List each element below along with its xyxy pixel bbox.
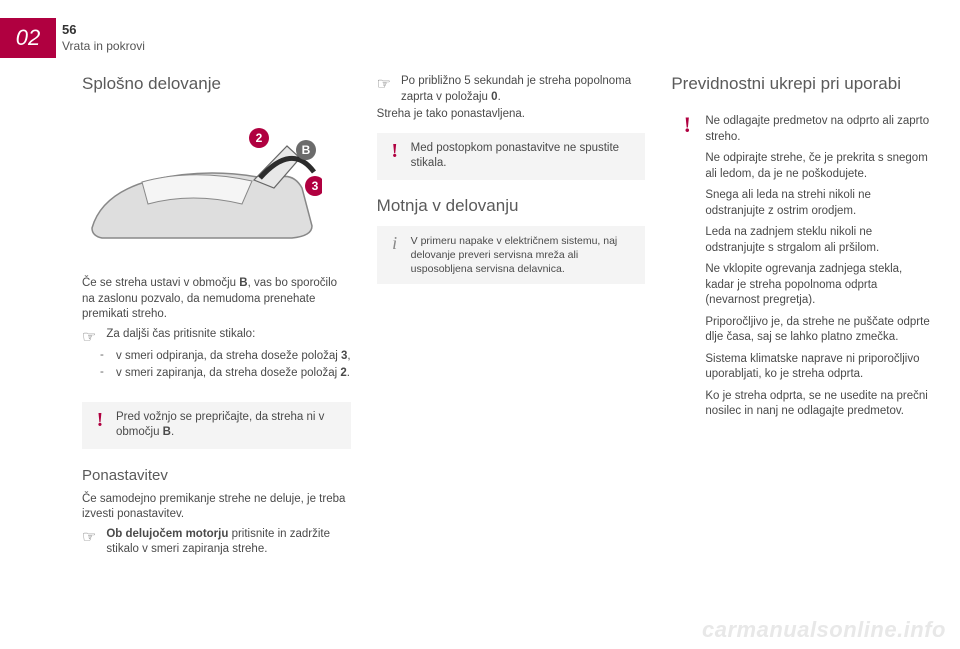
- column-3: Previdnostni ukrepi pri uporabi ! Ne odl…: [671, 74, 940, 560]
- dash-row: - v smeri odpiranja, da streha doseže po…: [100, 349, 351, 365]
- warning-icon: !: [679, 114, 695, 136]
- bullet-row: ☞ Po približno 5 sekundah je streha popo…: [377, 74, 646, 105]
- col1-subheading: Ponastavitev: [82, 467, 351, 484]
- bullet-text: Ob delujočem motorju pritisnite in zadrž…: [106, 527, 350, 558]
- col2-p1: Streha je tako ponastavljena.: [377, 107, 646, 123]
- bullet-text: Po približno 5 sekundah je streha popoln…: [401, 74, 645, 105]
- warn-p6: Priporočljivo je, da strehe ne puščate o…: [705, 315, 932, 346]
- bullet-row: ☞ Ob delujočem motorju pritisnite in zad…: [82, 527, 351, 558]
- dash-glyph: -: [100, 366, 108, 382]
- warn-p2: Ne odpirajte strehe, če je prekrita s sn…: [705, 151, 932, 182]
- bullet-glyph: ☞: [82, 327, 96, 347]
- col1-p1: Če se streha ustavi v območju B, vas bo …: [82, 276, 351, 323]
- bullet-row: ☞ Za daljši čas pritisnite stikalo:: [82, 327, 351, 347]
- watermark: carmanualsonline.info: [702, 617, 946, 643]
- dash-text: v smeri odpiranja, da streha doseže polo…: [116, 349, 351, 365]
- page-header: 56 Vrata in pokrovi: [62, 22, 145, 53]
- chapter-tab: 02: [0, 18, 56, 58]
- warn-p4: Leda na zadnjem steklu nikoli ne odstran…: [705, 225, 932, 256]
- svg-text:B: B: [302, 143, 311, 157]
- warn-p3: Snega ali leda na strehi nikoli ne odstr…: [705, 188, 932, 219]
- warn-p8: Ko je streha odprta, se ne usedite na pr…: [705, 389, 932, 420]
- warning-icon: !: [92, 410, 108, 430]
- warning-callout: ! Med postopkom ponastavitve ne spustite…: [377, 133, 646, 180]
- warning-callout: ! Pred vožnjo se prepričajte, da streha …: [82, 402, 351, 449]
- content-columns: Splošno delovanje 2 B 3: [82, 74, 940, 560]
- info-icon: i: [387, 234, 403, 252]
- bullet-text: Za daljši čas pritisnite stikalo:: [106, 327, 350, 347]
- warn-p5: Ne vklopite ogrevanja zadnjega stekla, k…: [705, 262, 932, 309]
- callout-body: Ne odlagajte predmetov na odprto ali zap…: [705, 114, 932, 426]
- column-2: ☞ Po približno 5 sekundah je streha popo…: [377, 74, 646, 560]
- callout-body: Med postopkom ponastavitve ne spustite s…: [411, 141, 636, 172]
- col1-title: Splošno delovanje: [82, 74, 351, 94]
- bullet-glyph: ☞: [82, 527, 96, 558]
- svg-text:2: 2: [256, 131, 263, 145]
- warning-icon: !: [387, 141, 403, 161]
- warn-p1: Ne odlagajte predmetov na odprto ali zap…: [705, 114, 932, 145]
- col1-p2: Če samodejno premikanje strehe ne deluje…: [82, 492, 351, 523]
- precautions-callout: ! Ne odlagajte predmetov na odprto ali z…: [671, 108, 940, 432]
- col3-title: Previdnostni ukrepi pri uporabi: [671, 74, 940, 94]
- info-callout: i V primeru napake v električnem sistemu…: [377, 226, 646, 285]
- col2-subheading: Motnja v delovanju: [377, 196, 646, 216]
- callout-body: V primeru napake v električnem sistemu, …: [411, 234, 636, 277]
- roof-illustration: 2 B 3: [82, 108, 322, 258]
- dash-glyph: -: [100, 349, 108, 365]
- dash-row: - v smeri zapiranja, da streha doseže po…: [100, 366, 351, 382]
- chapter-number: 02: [16, 25, 40, 51]
- warn-p7: Sistema klimatske naprave ni priporočlji…: [705, 352, 932, 383]
- svg-text:3: 3: [312, 179, 319, 193]
- column-1: Splošno delovanje 2 B 3: [82, 74, 351, 560]
- bullet-glyph: ☞: [377, 74, 391, 105]
- breadcrumb: Vrata in pokrovi: [62, 39, 145, 53]
- page-number: 56: [62, 22, 145, 37]
- dash-text: v smeri zapiranja, da streha doseže polo…: [116, 366, 351, 382]
- callout-body: Pred vožnjo se prepričajte, da streha ni…: [116, 410, 341, 441]
